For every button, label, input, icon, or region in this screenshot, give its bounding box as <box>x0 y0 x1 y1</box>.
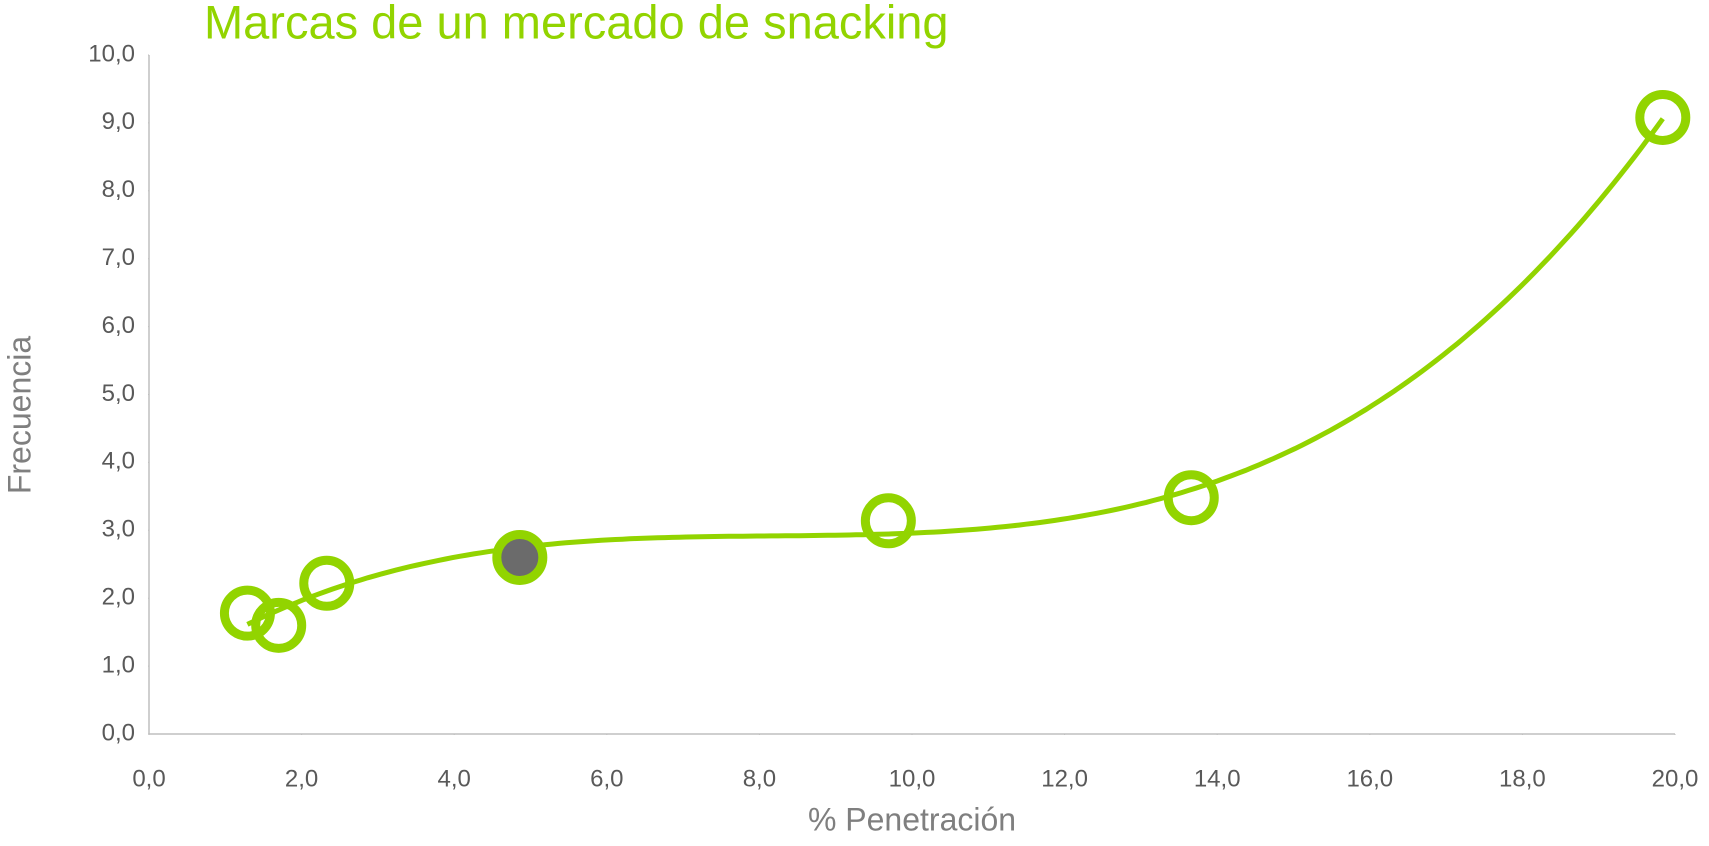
x-tick-label: 12,0 <box>1041 765 1088 792</box>
y-tick-label: 10,0 <box>88 40 135 67</box>
y-tick-label: 6,0 <box>102 312 135 339</box>
point <box>299 555 355 611</box>
point <box>219 585 275 641</box>
x-tick-label: 10,0 <box>889 765 936 792</box>
x-tick-label: 18,0 <box>1499 765 1546 792</box>
y-tick-label: 3,0 <box>102 516 135 543</box>
point <box>1635 89 1691 145</box>
y-tick-label: 9,0 <box>102 108 135 135</box>
x-axis-title: % Penetración <box>808 801 1016 837</box>
point <box>1163 470 1219 526</box>
y-tick-label: 0,0 <box>102 719 135 746</box>
x-tick-label: 4,0 <box>438 765 471 792</box>
x-tick-label: 2,0 <box>285 765 318 792</box>
x-tick-label: 16,0 <box>1346 765 1393 792</box>
point <box>492 529 548 585</box>
y-tick-label: 7,0 <box>102 244 135 271</box>
y-tick-label: 8,0 <box>102 176 135 203</box>
y-axis-title: Frecuencia <box>1 336 37 495</box>
point <box>860 493 916 549</box>
y-tick-label: 2,0 <box>102 584 135 611</box>
chart-title: Marcas de un mercado de snacking <box>204 0 949 48</box>
x-tick-label: 20,0 <box>1652 765 1699 792</box>
point <box>251 597 307 653</box>
x-tick-label: 14,0 <box>1194 765 1241 792</box>
x-tick-label: 8,0 <box>743 765 776 792</box>
y-tick-label: 5,0 <box>102 380 135 407</box>
y-tick-label: 4,0 <box>102 448 135 475</box>
y-tick-label: 1,0 <box>102 651 135 678</box>
x-tick-label: 6,0 <box>590 765 623 792</box>
trendline <box>246 117 1665 627</box>
x-tick-label: 0,0 <box>132 765 165 792</box>
